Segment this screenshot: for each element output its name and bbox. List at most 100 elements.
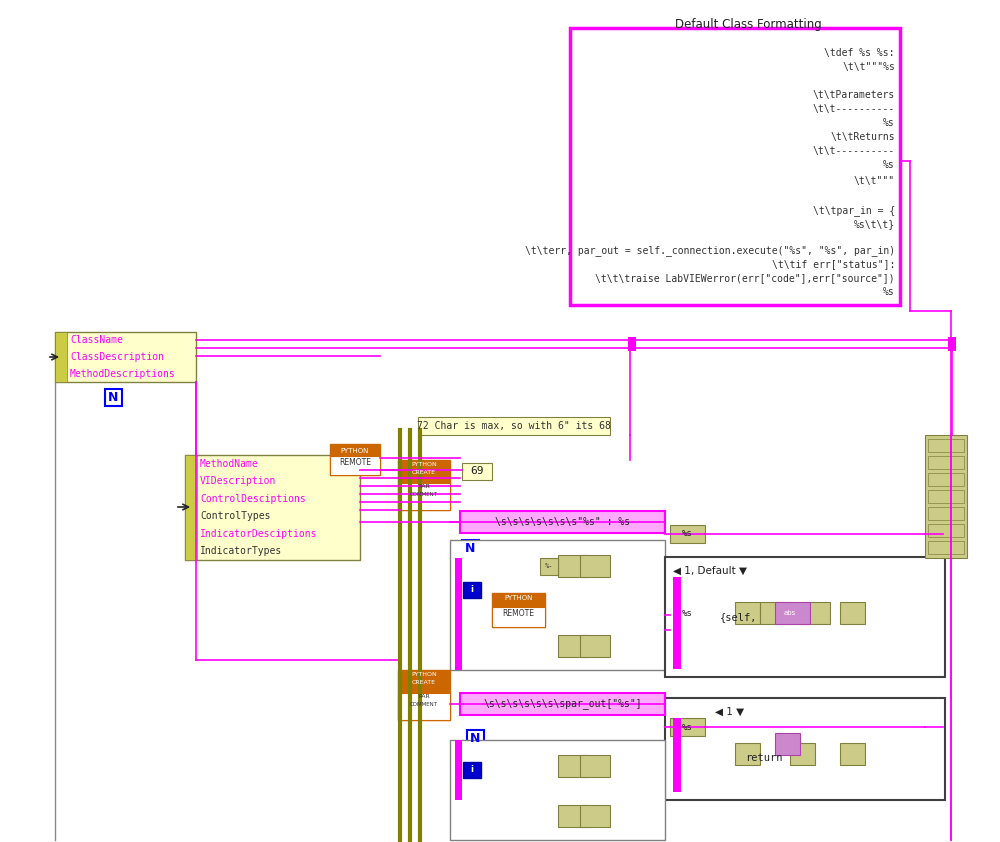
Text: \s\s\s\s\s\s\s"%s" : %s: \s\s\s\s\s\s\s"%s" : %s	[495, 517, 630, 527]
Bar	[105, 389, 122, 406]
Text: %s: %s	[883, 160, 895, 170]
Bar	[775, 733, 800, 755]
Text: Default Class Formatting: Default Class Formatting	[675, 18, 821, 31]
Bar	[580, 805, 610, 827]
Bar	[455, 558, 462, 670]
Bar	[840, 743, 865, 765]
Bar	[948, 337, 956, 351]
Bar	[805, 602, 830, 624]
Text: IndicatorTypes: IndicatorTypes	[200, 546, 282, 557]
Bar	[670, 718, 705, 736]
Bar	[580, 635, 610, 657]
Text: MethodName: MethodName	[200, 459, 259, 469]
Bar	[928, 439, 964, 452]
Text: 72 Char is max, so with 6" its 68: 72 Char is max, so with 6" its 68	[417, 421, 611, 431]
Text: \t\t\traise LabVIEWerror(err["code"],err["source"]): \t\t\traise LabVIEWerror(err["code"],err…	[595, 273, 895, 283]
Text: ClassDescription: ClassDescription	[70, 352, 164, 362]
Text: \t\t----------: \t\t----------	[813, 104, 895, 114]
Bar	[665, 557, 945, 677]
Text: PYTHON: PYTHON	[504, 595, 533, 601]
Bar	[760, 602, 785, 624]
Bar	[570, 28, 900, 305]
Bar	[450, 740, 665, 840]
Text: \t\tParameters: \t\tParameters	[813, 90, 895, 100]
Bar	[398, 670, 450, 720]
Bar	[463, 762, 481, 778]
Bar	[462, 540, 479, 557]
Text: %s: %s	[682, 610, 693, 619]
Bar	[467, 730, 484, 747]
Bar	[673, 577, 681, 669]
Text: CREATE: CREATE	[412, 470, 436, 475]
Text: \t\tReturns: \t\tReturns	[830, 132, 895, 142]
Bar	[398, 482, 450, 510]
Text: abs: abs	[784, 610, 796, 616]
Text: %s: %s	[883, 118, 895, 128]
Bar	[460, 693, 665, 715]
Bar	[450, 540, 665, 670]
Text: PYTHON: PYTHON	[411, 672, 437, 677]
Bar	[928, 456, 964, 469]
Text: \t\t"""%s: \t\t"""%s	[842, 62, 895, 72]
Text: COMMENT: COMMENT	[410, 702, 438, 707]
Text: \t\tpar_in = {: \t\tpar_in = {	[813, 205, 895, 216]
Bar	[463, 582, 481, 598]
Bar	[492, 606, 545, 627]
Text: \t\terr, par_out = self._connection.execute("%s", "%s", par_in): \t\terr, par_out = self._connection.exec…	[525, 245, 895, 256]
Text: %-: %-	[545, 563, 553, 569]
Text: ClassName: ClassName	[70, 335, 123, 345]
Text: IndicatorDesciptions: IndicatorDesciptions	[200, 529, 318, 539]
Bar	[928, 524, 964, 537]
Bar	[925, 435, 967, 558]
Bar	[55, 332, 196, 382]
Text: i: i	[471, 765, 474, 775]
Text: i: i	[471, 585, 474, 594]
Bar	[558, 555, 588, 577]
Text: N: N	[465, 542, 476, 555]
Bar	[775, 602, 810, 624]
Text: CREATE: CREATE	[412, 680, 436, 685]
Bar	[418, 417, 610, 435]
Text: 69: 69	[470, 466, 484, 477]
Bar	[948, 345, 956, 351]
Bar	[460, 511, 665, 533]
Bar	[398, 692, 450, 720]
Bar	[580, 555, 610, 577]
Text: N: N	[108, 391, 119, 404]
Bar	[790, 743, 815, 765]
Bar	[735, 743, 760, 765]
Bar	[673, 718, 681, 792]
Text: PYTHON: PYTHON	[341, 448, 369, 454]
Text: %s\t\t}: %s\t\t}	[854, 219, 895, 229]
Bar	[55, 332, 67, 382]
Bar	[928, 507, 964, 520]
Bar	[580, 755, 610, 777]
Text: N: N	[470, 732, 481, 745]
Text: ControlDesciptions: ControlDesciptions	[200, 493, 306, 504]
Bar	[558, 635, 588, 657]
Bar	[185, 455, 197, 560]
Bar	[928, 541, 964, 554]
Bar	[330, 444, 380, 475]
Bar	[492, 593, 545, 627]
Text: ◀ 1 ▼: ◀ 1 ▼	[715, 707, 744, 717]
Text: \t\tif err["status"]:: \t\tif err["status"]:	[772, 259, 895, 269]
Bar	[840, 602, 865, 624]
Bar	[628, 337, 636, 351]
Text: %s: %s	[883, 287, 895, 297]
Text: COMMENT: COMMENT	[410, 493, 438, 498]
Text: {self,: {self,	[720, 612, 758, 622]
Bar	[398, 460, 450, 510]
Text: VIDescription: VIDescription	[200, 477, 276, 486]
Bar	[670, 605, 705, 623]
Bar	[462, 463, 492, 480]
Text: PYTHON: PYTHON	[411, 462, 437, 467]
Text: PAR: PAR	[418, 695, 430, 700]
Text: \s\s\s\s\s\s\spar_out["%s"]: \s\s\s\s\s\s\spar_out["%s"]	[483, 699, 642, 710]
Bar	[558, 755, 588, 777]
Text: \t\t""": \t\t"""	[854, 176, 895, 186]
Text: REMOTE: REMOTE	[339, 458, 371, 467]
Text: %s: %s	[682, 722, 693, 732]
Text: \t\t----------: \t\t----------	[813, 146, 895, 156]
Bar	[928, 490, 964, 503]
